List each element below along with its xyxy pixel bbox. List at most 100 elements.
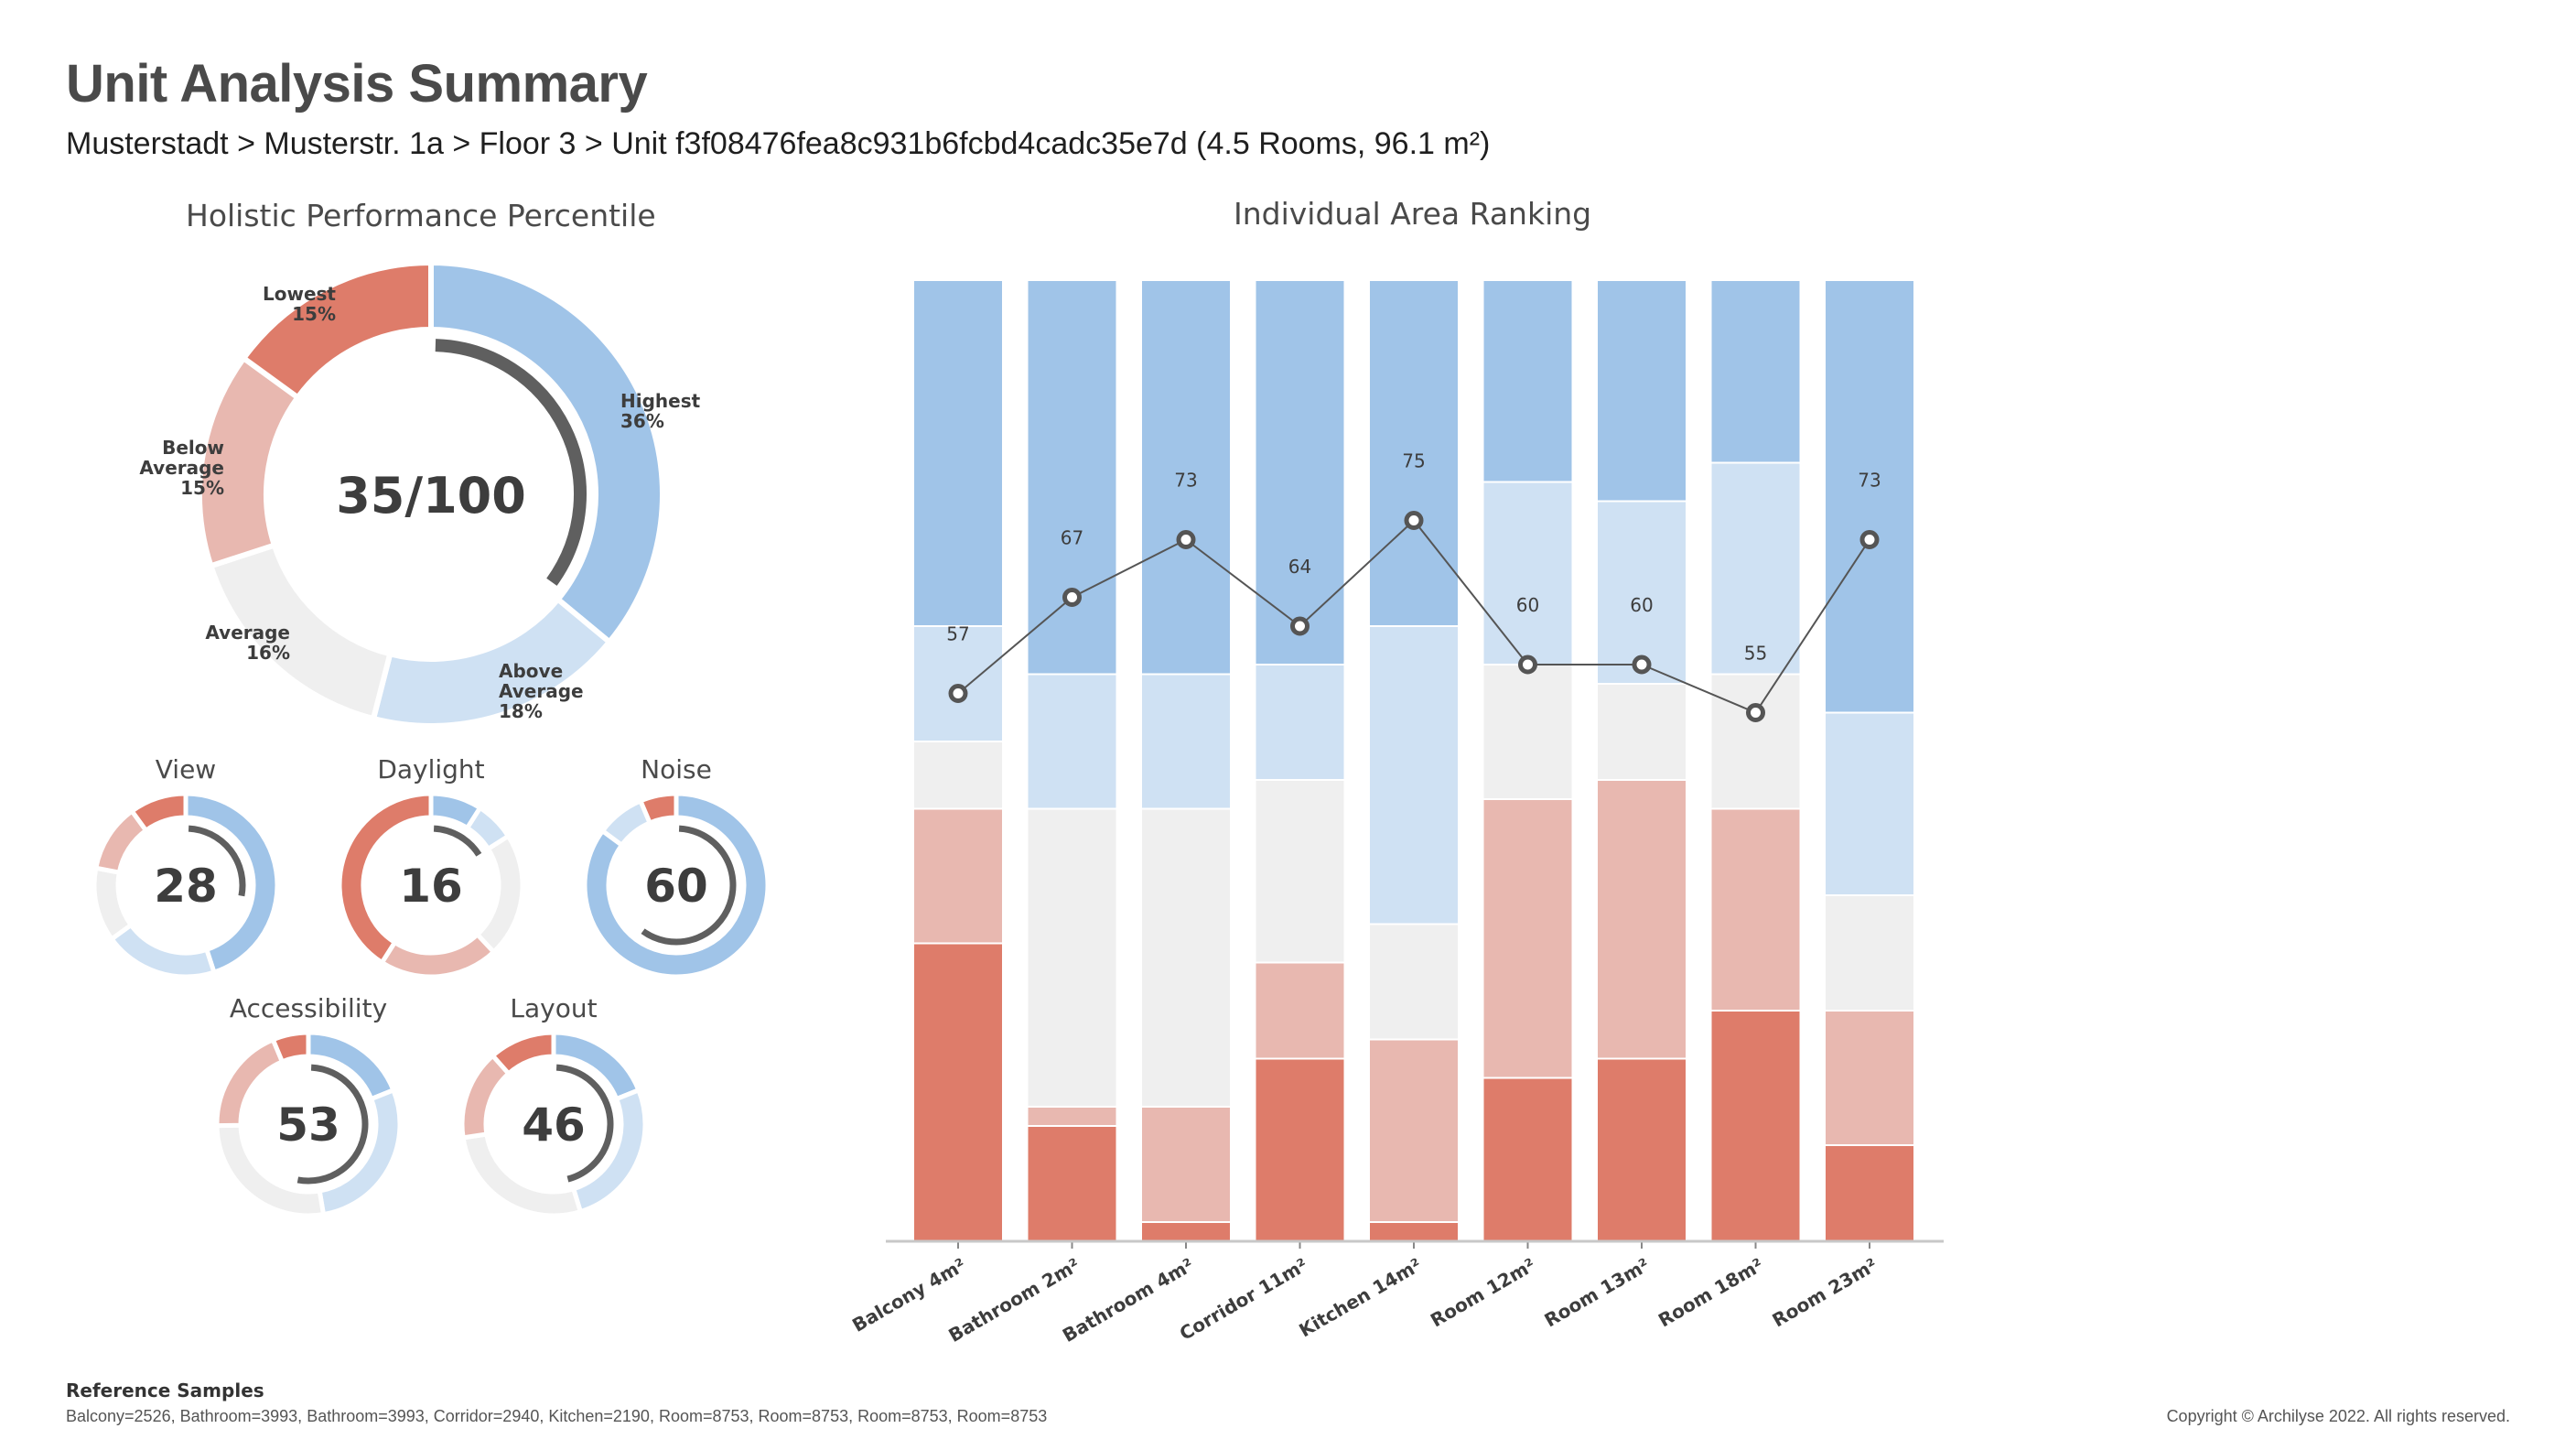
holistic-slice-highest <box>428 259 665 646</box>
bar-segment-below-average <box>1140 1106 1232 1223</box>
holistic-slice-above-average <box>370 595 614 729</box>
bar-segment-highest <box>1140 279 1232 676</box>
holistic-slice-label: Lowest 15% <box>263 283 336 325</box>
bar-segment-average <box>1368 923 1460 1041</box>
bar-segment-above-average <box>1482 481 1574 665</box>
x-tick-label: Kitchen 14m² <box>1295 1254 1425 1342</box>
bar-segment-below-average <box>912 807 1004 945</box>
accessibility-score-ring <box>296 1064 369 1185</box>
accessibility-slice-below-average <box>214 1036 286 1129</box>
bar-segment-highest <box>1824 279 1915 714</box>
daylight-score: 16 <box>399 860 463 913</box>
view-score-ring <box>188 825 246 897</box>
bar-segment-lowest <box>1254 1057 1346 1242</box>
bar-segment-average <box>1709 673 1802 810</box>
score-point-label: 73 <box>1858 470 1881 492</box>
bar-segment-highest <box>912 279 1004 627</box>
layout-slice-lowest <box>489 1030 556 1077</box>
score-point <box>948 684 968 703</box>
donut-charts: Highest 36% Above Average 18% Average 16% Below… <box>92 259 771 1218</box>
copyright: Copyright © Archilyse 2022. All rights r… <box>2166 1407 2510 1425</box>
daylight-score-ring <box>433 825 482 857</box>
layout-score-ring <box>555 1064 614 1183</box>
score-point-label: 64 <box>1288 556 1311 578</box>
holistic-slice-label: Average 16% <box>205 622 290 664</box>
bar-segment-highest <box>1368 279 1460 627</box>
bar-segment-below-average <box>1254 961 1346 1060</box>
x-tick-label: Room 12m² <box>1427 1254 1539 1332</box>
view-slice-lowest <box>128 791 189 834</box>
score-point-label: 60 <box>1630 594 1653 616</box>
holistic-title: Holistic Performance Percentile <box>186 198 656 233</box>
bar-segment-above-average <box>1368 625 1460 925</box>
area-ranking-title: Individual Area Ranking <box>1234 196 1592 232</box>
score-point-label: 67 <box>1061 527 1083 549</box>
score-point <box>1859 530 1880 549</box>
daylight-slice-average <box>474 832 525 956</box>
view-slice-above-average <box>108 922 218 979</box>
score-point-label: 73 <box>1174 470 1197 492</box>
noise-title: Noise <box>641 754 712 785</box>
daylight-slice-lowest <box>337 791 434 966</box>
holistic-slice-lowest <box>240 259 434 402</box>
view-score: 28 <box>154 860 218 913</box>
daylight-slice-below-average <box>378 931 497 979</box>
x-tick-label: Room 13m² <box>1541 1254 1654 1332</box>
accessibility-score: 53 <box>276 1098 340 1152</box>
daylight-title: Daylight <box>377 754 484 785</box>
bar-segment-highest <box>1709 279 1802 464</box>
bar-segment-below-average <box>1368 1038 1460 1223</box>
view-slice-average <box>92 865 135 943</box>
bar-segment-average <box>1140 807 1232 1108</box>
bar-segment-below-average <box>1709 807 1802 1012</box>
bar-segment-average <box>1824 894 1915 1012</box>
bar-segment-average <box>1026 807 1118 1108</box>
bar-segment-above-average <box>1824 711 1915 896</box>
holistic-score: 35/100 <box>336 467 526 525</box>
bar-segment-average <box>1596 683 1687 781</box>
reference-samples-values: Balcony=2526, Bathroom=3993, Bathroom=39… <box>66 1407 1048 1425</box>
holistic-slice-label: Above Average 18% <box>499 660 584 722</box>
bar-segment-average <box>912 741 1004 810</box>
bar-segment-lowest <box>1824 1144 1915 1242</box>
score-point <box>1518 655 1537 675</box>
layout-title: Layout <box>510 993 597 1023</box>
x-tick-label: Room 23m² <box>1769 1254 1881 1332</box>
score-point-label: 75 <box>1402 450 1425 472</box>
bar-segment-above-average <box>1026 673 1118 810</box>
score-point-label: 57 <box>946 623 969 645</box>
bar-segment-lowest <box>1140 1221 1232 1242</box>
bar-segment-above-average <box>1596 500 1687 685</box>
score-point <box>1632 655 1652 675</box>
bar-segment-lowest <box>1026 1125 1118 1242</box>
noise-score-ring <box>641 825 737 946</box>
noise-slice-highest <box>582 791 771 979</box>
bar-segment-highest <box>1482 279 1574 483</box>
x-tick-label: Room 18m² <box>1654 1254 1767 1332</box>
bar-segment-average <box>1254 779 1346 964</box>
bar-segment-above-average <box>1254 664 1346 781</box>
score-point-label: 60 <box>1516 594 1539 616</box>
bar-segment-above-average <box>1140 673 1232 810</box>
view-title: View <box>156 754 216 785</box>
accessibility-title: Accessibility <box>230 993 387 1023</box>
holistic-score-ring <box>435 339 587 586</box>
bar-segment-highest <box>1596 279 1687 503</box>
noise-slice-lowest <box>637 791 679 827</box>
score-point <box>1176 530 1196 549</box>
bar-segment-lowest <box>1596 1057 1687 1242</box>
page-title: Unit Analysis Summary <box>66 54 648 114</box>
noise-score: 60 <box>644 860 708 913</box>
breadcrumb: Musterstadt > Musterstr. 1a > Floor 3 > … <box>66 126 1491 161</box>
score-point <box>1746 703 1765 722</box>
holistic-slice-label: Below Average 15% <box>139 437 224 499</box>
bar-segment-below-average <box>1482 798 1574 1079</box>
layout-score: 46 <box>522 1098 586 1152</box>
bar-segment-highest <box>1026 279 1118 676</box>
bar-segment-below-average <box>1026 1106 1118 1127</box>
bar-segment-above-average <box>1709 461 1802 676</box>
bar-segment-below-average <box>1824 1010 1915 1146</box>
bar-segment-lowest <box>912 942 1004 1242</box>
